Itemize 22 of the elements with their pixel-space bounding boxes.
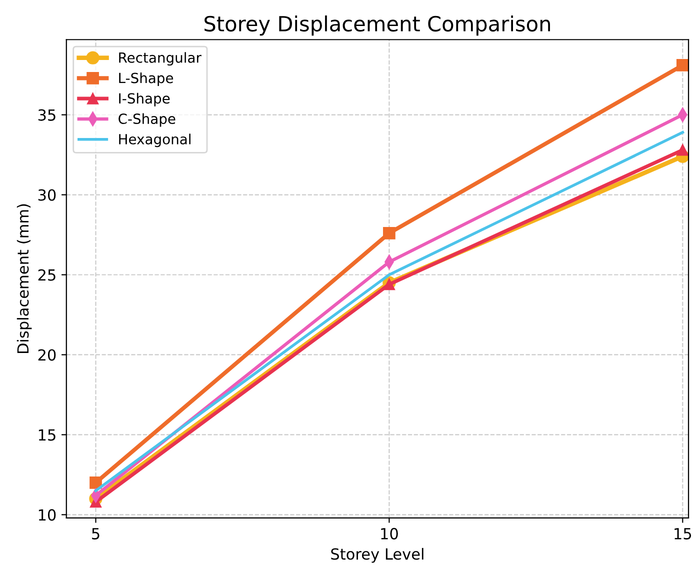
y-tick-label: 35 bbox=[38, 109, 56, 121]
legend-label: Hexagonal bbox=[119, 134, 190, 148]
point bbox=[90, 476, 102, 489]
x-axis-title: Storey Level bbox=[331, 548, 424, 563]
legend-label: I-Shape bbox=[119, 92, 170, 106]
y-tick-label: 15 bbox=[38, 429, 56, 441]
y-tick-label: 10 bbox=[38, 509, 56, 521]
x-tick-label: 10 bbox=[381, 528, 398, 540]
legend-label: L-Shape bbox=[119, 72, 174, 86]
y-tick-label: 30 bbox=[38, 189, 56, 201]
legend-label: Rectangular bbox=[119, 52, 202, 66]
point bbox=[676, 59, 689, 72]
y-tick-label: 20 bbox=[38, 349, 56, 361]
chart-title: Storey Displacement Comparison bbox=[204, 15, 550, 36]
legend-label: C-Shape bbox=[118, 113, 176, 127]
x-tick-label: 5 bbox=[92, 528, 100, 540]
point bbox=[676, 144, 688, 156]
point bbox=[383, 226, 396, 240]
y-tick-label: 25 bbox=[38, 269, 56, 281]
point bbox=[383, 278, 395, 290]
x-tick-label: 15 bbox=[674, 528, 692, 540]
y-axis-title: Displacement (mm) bbox=[16, 204, 32, 354]
